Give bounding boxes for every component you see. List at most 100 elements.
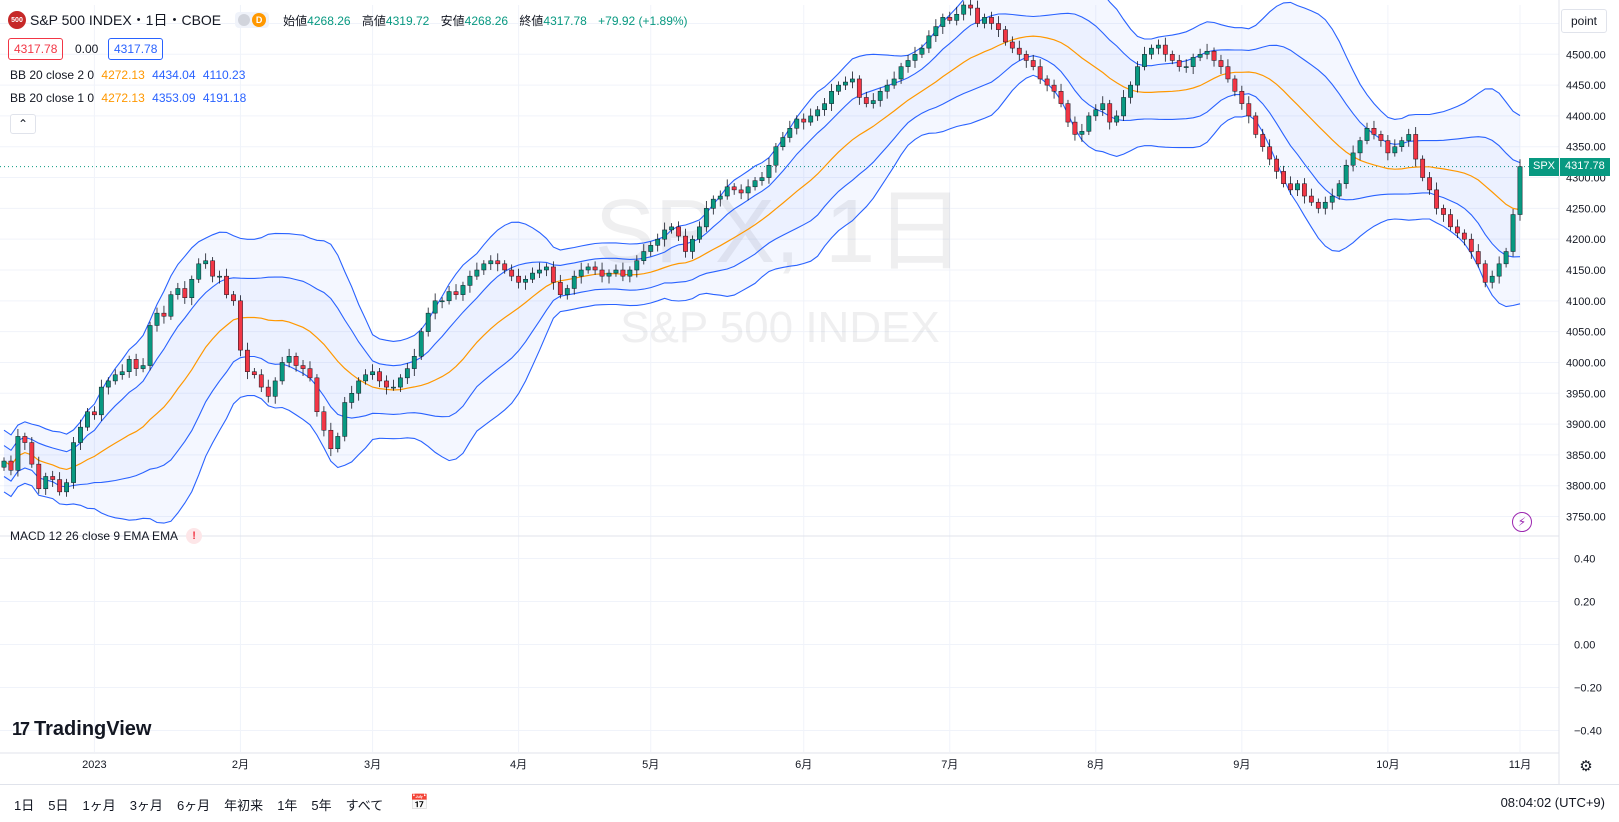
candle[interactable]	[1162, 37, 1168, 62]
candle[interactable]	[126, 355, 132, 378]
candle[interactable]	[453, 284, 459, 300]
candle[interactable]	[335, 432, 341, 453]
candle[interactable]	[1496, 256, 1502, 284]
candle[interactable]	[912, 46, 918, 68]
candle[interactable]	[1329, 188, 1335, 210]
candle[interactable]	[439, 297, 445, 309]
candle[interactable]	[363, 369, 369, 385]
candle[interactable]	[1378, 130, 1384, 147]
candle[interactable]	[64, 478, 69, 497]
candle[interactable]	[349, 385, 355, 409]
candle[interactable]	[724, 179, 730, 200]
candle[interactable]	[238, 295, 243, 357]
candle[interactable]	[530, 267, 535, 283]
candle[interactable]	[641, 244, 647, 265]
candle[interactable]	[940, 13, 946, 34]
candle[interactable]	[1267, 139, 1273, 166]
candle[interactable]	[697, 221, 702, 243]
candle[interactable]	[710, 195, 716, 215]
candle[interactable]	[8, 455, 14, 476]
candle[interactable]	[1121, 90, 1127, 121]
candle[interactable]	[1135, 61, 1140, 93]
candle[interactable]	[1044, 75, 1050, 92]
candle[interactable]	[1448, 208, 1453, 231]
candle[interactable]	[564, 284, 570, 300]
candle[interactable]	[1086, 112, 1092, 136]
candle[interactable]	[690, 235, 695, 259]
collapse-legend-button[interactable]: ⌃	[10, 114, 36, 134]
candle[interactable]	[606, 269, 612, 284]
candle[interactable]	[1211, 47, 1217, 67]
candle[interactable]	[523, 275, 528, 290]
candle[interactable]	[231, 290, 236, 306]
candle[interactable]	[703, 200, 709, 232]
candle[interactable]	[1427, 172, 1433, 195]
candle[interactable]	[356, 377, 362, 401]
candle[interactable]	[1489, 270, 1495, 289]
candle[interactable]	[105, 377, 111, 395]
symbol-title[interactable]: S&P 500 INDEX・1日・CBOE	[30, 12, 222, 28]
candle[interactable]	[293, 352, 299, 372]
candle[interactable]	[161, 305, 167, 324]
candle[interactable]	[550, 261, 556, 290]
candle[interactable]	[154, 307, 160, 332]
candle[interactable]	[905, 54, 911, 73]
candle[interactable]	[509, 264, 515, 282]
candle[interactable]	[377, 367, 382, 388]
candle[interactable]	[877, 87, 883, 107]
candle[interactable]	[1051, 79, 1057, 99]
candle[interactable]	[773, 143, 779, 173]
candle[interactable]	[1149, 44, 1154, 60]
candle[interactable]	[1357, 136, 1363, 161]
candle[interactable]	[975, 0, 980, 28]
range-button-7[interactable]: 5年	[311, 798, 332, 813]
candle[interactable]	[1350, 145, 1356, 172]
interval-pill[interactable]: D	[235, 12, 270, 28]
candle[interactable]	[731, 183, 737, 195]
candle[interactable]	[50, 470, 56, 487]
candle[interactable]	[1482, 260, 1488, 288]
range-button-2[interactable]: 1ヶ月	[82, 798, 116, 813]
candle[interactable]	[766, 157, 772, 184]
range-button-0[interactable]: 1日	[14, 798, 35, 813]
range-button-6[interactable]: 1年	[277, 798, 298, 813]
candle[interactable]	[119, 364, 125, 380]
candle[interactable]	[251, 367, 257, 379]
candle[interactable]	[1434, 182, 1439, 215]
candle[interactable]	[599, 262, 605, 283]
candle[interactable]	[1343, 159, 1349, 189]
candle[interactable]	[1079, 123, 1085, 142]
candle[interactable]	[780, 131, 786, 151]
candle[interactable]	[856, 75, 862, 105]
candle[interactable]	[189, 275, 195, 306]
candle[interactable]	[571, 270, 577, 295]
candle[interactable]	[1385, 135, 1391, 161]
candle[interactable]	[683, 228, 688, 258]
candle[interactable]	[1030, 54, 1036, 71]
range-button-5[interactable]: 年初来	[224, 798, 264, 813]
range-button-1[interactable]: 5日	[48, 798, 69, 813]
warning-icon[interactable]: !	[186, 528, 203, 544]
candle[interactable]	[926, 30, 932, 54]
candle[interactable]	[279, 356, 285, 385]
candle[interactable]	[1441, 204, 1446, 222]
candle[interactable]	[370, 364, 375, 380]
candle[interactable]	[794, 115, 800, 135]
candle[interactable]	[1246, 96, 1252, 124]
candle[interactable]	[898, 62, 904, 84]
candle[interactable]	[1336, 180, 1342, 200]
candle[interactable]	[801, 113, 807, 130]
candle[interactable]	[1274, 155, 1280, 179]
candle[interactable]	[411, 348, 417, 376]
candle[interactable]	[1371, 120, 1377, 140]
candle[interactable]	[425, 307, 431, 337]
bid-price-box[interactable]: 4317.78	[8, 38, 64, 60]
candle[interactable]	[863, 91, 869, 108]
candle[interactable]	[1002, 25, 1008, 46]
candle[interactable]	[286, 348, 292, 368]
candle[interactable]	[627, 266, 633, 283]
candle[interactable]	[196, 258, 202, 283]
candle[interactable]	[272, 377, 278, 404]
candle[interactable]	[1281, 165, 1286, 188]
candle[interactable]	[634, 255, 640, 278]
